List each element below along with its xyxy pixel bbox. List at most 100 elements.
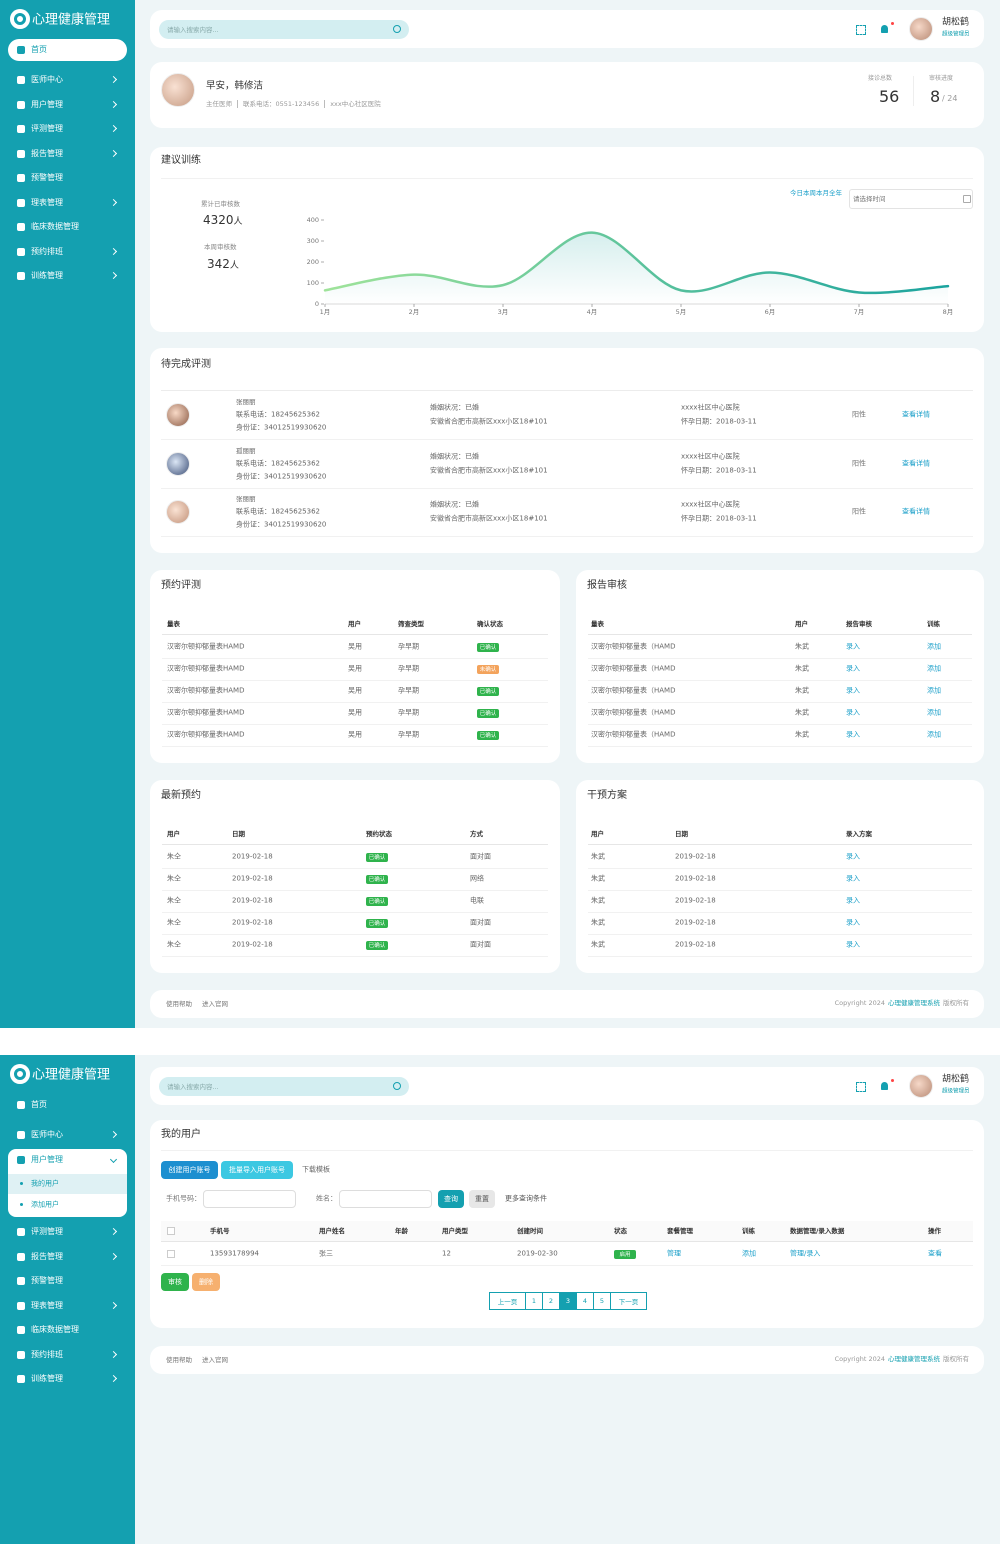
- table-link[interactable]: 录入: [846, 852, 860, 861]
- page-button[interactable]: 1: [525, 1292, 543, 1310]
- page-button[interactable]: 4: [576, 1292, 594, 1310]
- search-button[interactable]: 查询: [438, 1190, 464, 1208]
- footer-link[interactable]: 使用帮助: [166, 1355, 192, 1364]
- divider: [588, 724, 972, 725]
- y-tick-label: 400: [307, 216, 319, 224]
- menu-item[interactable]: 评测管理: [31, 1227, 63, 1236]
- table-link[interactable]: 录入: [846, 686, 860, 695]
- bell-icon[interactable]: [881, 1082, 888, 1090]
- menu-item[interactable]: 医师中心: [31, 1130, 63, 1139]
- menu-item[interactable]: 预约排班: [31, 1349, 63, 1359]
- divider: [588, 702, 972, 703]
- table-cell: 2019-02-18: [675, 918, 716, 927]
- column-header: 筛查类型: [398, 619, 424, 628]
- table-link[interactable]: 管理/录入: [790, 1249, 821, 1258]
- import-button[interactable]: 批量导入用户账号: [221, 1161, 293, 1179]
- menu-item[interactable]: 报告管理: [31, 1251, 63, 1261]
- divider: [588, 844, 972, 845]
- menu-item[interactable]: 评测管理: [31, 124, 63, 133]
- more-filters[interactable]: 更多查询条件: [505, 1194, 547, 1203]
- search-box[interactable]: [159, 20, 409, 39]
- table-link[interactable]: 添加: [927, 708, 941, 717]
- menu-item[interactable]: 报告管理: [31, 148, 63, 158]
- table-link[interactable]: 录入: [846, 642, 860, 651]
- checkbox[interactable]: [167, 1227, 175, 1235]
- table-link[interactable]: 添加: [927, 642, 941, 651]
- detail-link[interactable]: 查看详情: [902, 410, 930, 419]
- menu-item[interactable]: 首页: [31, 1100, 47, 1109]
- page-button[interactable]: 5: [593, 1292, 611, 1310]
- table-link[interactable]: 添加: [927, 664, 941, 673]
- table-link[interactable]: 录入: [846, 918, 860, 927]
- menu-item[interactable]: 预警管理: [31, 173, 63, 182]
- table-link[interactable]: 录入: [846, 896, 860, 905]
- menu-icon: [17, 100, 25, 109]
- submenu-item[interactable]: 添加用户: [31, 1200, 59, 1208]
- footer-link[interactable]: 进入官网: [202, 999, 228, 1008]
- table-link[interactable]: 录入: [846, 664, 860, 673]
- divider: [162, 634, 548, 635]
- table-link[interactable]: 管理: [667, 1249, 681, 1258]
- submenu-item[interactable]: 我的用户: [31, 1179, 59, 1187]
- logo-text: 心理健康管理: [32, 12, 111, 28]
- menu-item[interactable]: 临床数据管理: [31, 1325, 79, 1334]
- table-link[interactable]: 录入: [846, 940, 860, 949]
- table-cell: 汉密尔顿抑郁量表HAMD: [167, 664, 245, 673]
- table-cell: 吴用: [348, 708, 362, 717]
- progress-label: 审核进度: [929, 75, 954, 82]
- y-tick-label: 200: [307, 258, 319, 266]
- table-link[interactable]: 添加: [742, 1249, 756, 1258]
- menu-item[interactable]: 预警管理: [31, 1276, 63, 1285]
- page-button[interactable]: 上一页: [489, 1292, 526, 1310]
- approve-button[interactable]: 审核: [161, 1273, 189, 1291]
- fullscreen-icon[interactable]: [856, 25, 866, 35]
- create-button[interactable]: 创建用户账号: [161, 1161, 218, 1179]
- menu-item[interactable]: 理表管理: [31, 197, 63, 207]
- menu-item[interactable]: 首页: [31, 45, 47, 54]
- detail-link[interactable]: 查看详情: [902, 507, 930, 516]
- menu-item[interactable]: 用户管理: [31, 99, 63, 109]
- address: 安徽省合肥市高新区xxx小区18#101: [430, 514, 548, 523]
- detail-link[interactable]: 查看详情: [902, 459, 930, 467]
- page-button[interactable]: 下一页: [610, 1292, 647, 1310]
- menu-item[interactable]: 临床数据管理: [31, 222, 79, 231]
- table-link[interactable]: 添加: [927, 686, 941, 695]
- footer-link[interactable]: 进入官网: [202, 1355, 228, 1364]
- menu-item[interactable]: 用户管理: [31, 1154, 63, 1164]
- table-link[interactable]: 添加: [927, 730, 941, 739]
- user-name: 胡松鹤: [942, 1074, 970, 1085]
- date-input[interactable]: [849, 189, 973, 209]
- reset-button[interactable]: 重置: [469, 1190, 495, 1208]
- search-box[interactable]: [159, 1077, 409, 1096]
- bell-icon[interactable]: [881, 25, 888, 33]
- search-icon[interactable]: [393, 25, 401, 33]
- menu-item[interactable]: 预约排班: [31, 246, 63, 256]
- welcome-details: 主任医师 联系电话：0551-123456 xxx中心社区医院: [206, 100, 381, 108]
- download-link[interactable]: 下载模板: [302, 1165, 330, 1174]
- table-link[interactable]: 录入: [846, 708, 860, 717]
- name-input[interactable]: [339, 1190, 432, 1208]
- range-options[interactable]: 今日本周本月全年: [790, 188, 842, 197]
- table-cell: 面对面: [470, 918, 491, 927]
- column-header: 套餐管理: [667, 1226, 693, 1235]
- menu-item[interactable]: 医师中心: [31, 75, 63, 84]
- delete-button[interactable]: 删除: [192, 1273, 220, 1291]
- search-icon[interactable]: [393, 1082, 401, 1090]
- checkbox[interactable]: [167, 1250, 175, 1258]
- table-link[interactable]: 录入: [846, 730, 860, 739]
- table-link[interactable]: 录入: [846, 874, 860, 883]
- table-card: [576, 570, 984, 763]
- menu-item[interactable]: 理表管理: [31, 1300, 63, 1310]
- fullscreen-icon[interactable]: [856, 1082, 866, 1092]
- menu-icon: [17, 272, 25, 280]
- phone-input[interactable]: [203, 1190, 296, 1208]
- page-button[interactable]: 2: [542, 1292, 560, 1310]
- menu-item[interactable]: 训练管理: [31, 1374, 63, 1383]
- footer-link[interactable]: 使用帮助: [166, 999, 192, 1008]
- table-cell: 朱武: [591, 896, 605, 905]
- table-cell: 12: [442, 1249, 451, 1258]
- table-link[interactable]: 查看: [928, 1249, 942, 1258]
- divider: [162, 844, 548, 845]
- menu-item[interactable]: 训练管理: [31, 271, 63, 280]
- page-button[interactable]: 3: [559, 1292, 577, 1310]
